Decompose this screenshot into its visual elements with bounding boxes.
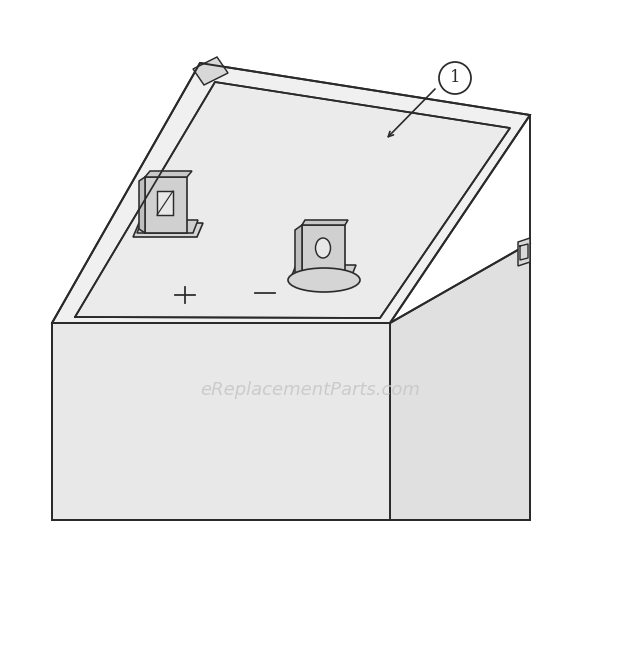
Polygon shape bbox=[302, 225, 345, 275]
Text: eReplacementParts.com: eReplacementParts.com bbox=[200, 381, 420, 399]
Polygon shape bbox=[518, 238, 530, 266]
Polygon shape bbox=[157, 191, 173, 215]
Polygon shape bbox=[137, 220, 198, 233]
Polygon shape bbox=[75, 82, 510, 318]
Polygon shape bbox=[52, 63, 530, 323]
Polygon shape bbox=[139, 177, 145, 233]
Polygon shape bbox=[193, 57, 228, 85]
Polygon shape bbox=[145, 177, 187, 233]
Ellipse shape bbox=[288, 268, 360, 292]
Polygon shape bbox=[133, 223, 203, 237]
Polygon shape bbox=[390, 243, 530, 520]
Circle shape bbox=[439, 62, 471, 94]
Polygon shape bbox=[52, 323, 390, 520]
Ellipse shape bbox=[316, 238, 330, 258]
Text: 1: 1 bbox=[450, 70, 460, 87]
Polygon shape bbox=[302, 220, 348, 225]
Polygon shape bbox=[292, 265, 356, 275]
Polygon shape bbox=[295, 225, 302, 275]
Polygon shape bbox=[145, 171, 192, 177]
